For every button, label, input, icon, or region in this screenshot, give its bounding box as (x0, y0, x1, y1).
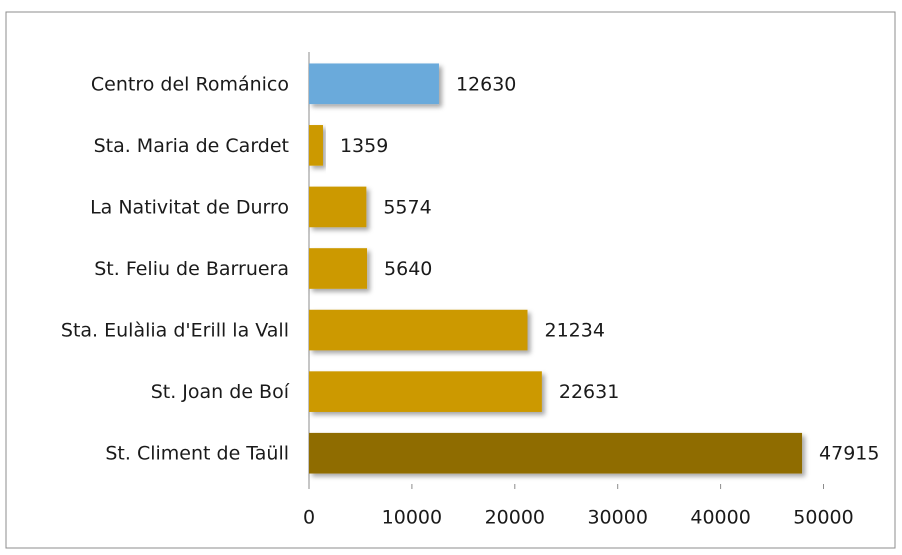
value-label: 21234 (544, 320, 604, 342)
bar (309, 125, 323, 166)
value-label: 12630 (456, 73, 516, 95)
value-label: 5640 (384, 258, 432, 280)
y-tick-label: St. Climent de Taüll (105, 443, 289, 465)
value-label: 47915 (819, 443, 879, 465)
x-tick-label: 20000 (485, 507, 545, 529)
bar (309, 371, 542, 412)
y-tick-label: Centro del Románico (91, 73, 289, 95)
bar (309, 63, 439, 105)
x-tick-label: 50000 (793, 507, 853, 529)
x-tick-label: 10000 (382, 507, 442, 529)
bar (309, 186, 367, 228)
x-tick-label: 30000 (587, 507, 647, 529)
bar (309, 432, 803, 474)
x-tick-label: 0 (303, 507, 315, 529)
x-tick-label: 40000 (690, 507, 750, 529)
y-tick-label: St. Feliu de Barruera (94, 258, 289, 280)
value-label: 22631 (559, 381, 619, 403)
bar (309, 309, 528, 351)
y-tick-label: St. Joan de Boí (151, 381, 290, 403)
value-label: 5574 (383, 196, 431, 218)
bar (309, 248, 368, 289)
y-tick-label: Sta. Eulàlia d'Erill la Vall (61, 320, 289, 342)
y-tick-label: Sta. Maria de Cardet (94, 135, 289, 157)
value-label: 1359 (340, 135, 388, 157)
y-tick-label: La Nativitat de Durro (90, 196, 289, 218)
